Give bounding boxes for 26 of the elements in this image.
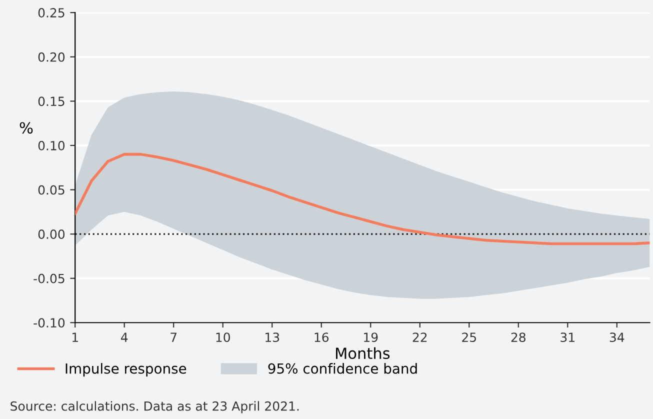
y-axis-title: %: [20, 122, 33, 134]
y-tick-label: 0.25: [38, 8, 64, 18]
y-tick-label: 0.10: [38, 140, 65, 150]
x-tick-label: 31: [560, 332, 574, 342]
line-series: [75, 152, 650, 246]
x-tick-label: 22: [412, 332, 427, 342]
y-tick-label: -0.05: [34, 274, 64, 284]
x-tick-label: 19: [364, 332, 378, 342]
x-tick-label: 34: [610, 332, 624, 342]
x-tick-label: 1: [72, 332, 78, 342]
x-axis-title: Months: [336, 347, 390, 360]
source-note: Source: calculations. Data as at 23 April 2021.: [10, 401, 299, 414]
text: 95% confidence band: [268, 363, 417, 374]
legend-label: Impulse response: [66, 363, 186, 376]
x-tick-label: 10: [216, 332, 230, 342]
x-tick-label: 13: [266, 332, 280, 342]
x-tick-label: 25: [462, 332, 476, 342]
x-tick-label: 16: [314, 332, 329, 342]
x-tick-label: 7: [170, 332, 177, 342]
x-tick-label: 28: [511, 332, 526, 342]
y-tick-label: -0.10: [34, 318, 65, 328]
y-tick-label: 0.20: [38, 52, 65, 62]
y-tick-label: 0.05: [38, 185, 64, 195]
y-tick-label: 0.00: [38, 230, 65, 239]
y-tick-label: 0.15: [38, 96, 64, 106]
x-tick-label: 4: [120, 332, 128, 342]
